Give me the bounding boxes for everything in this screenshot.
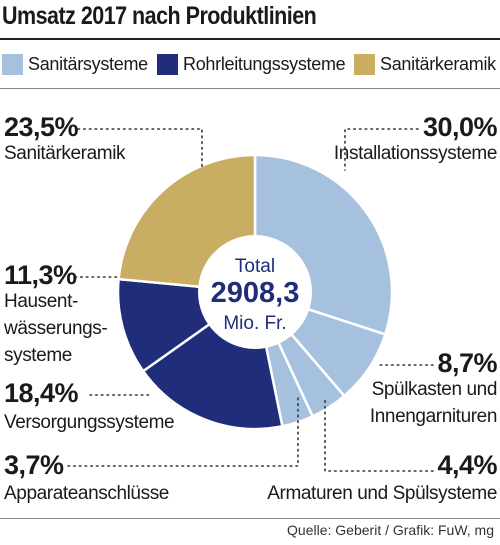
label-apparateanschluesse: Apparateanschlüsse: [4, 483, 169, 504]
pct-installationssysteme: 30,0%: [422, 112, 498, 142]
legend-divider: [0, 88, 500, 89]
pct-armaturen: 4,4%: [437, 450, 497, 480]
title-divider: [0, 38, 500, 40]
legend-label-sanitaerkeramik: Sanitärkeramik: [380, 53, 496, 74]
pct-hausentwaesserung: 11,3%: [4, 260, 77, 290]
leader-line-installationssysteme: [344, 128, 419, 171]
legend-item-sanitaerkeramik: Sanitärkeramik: [354, 51, 496, 77]
label-spuelkasten-line2: Innengarnituren: [369, 406, 498, 427]
leader-line-apparate: [67, 397, 299, 467]
legend-item-sanitaersysteme: Sanitärsysteme: [2, 51, 148, 77]
legend-label-sanitaersysteme: Sanitärsysteme: [28, 53, 148, 74]
source-note: Quelle: Geberit / Grafik: FuW, mg: [287, 522, 494, 538]
label-spuelkasten-line1: Spülkasten und: [371, 379, 498, 400]
donut-hole: [198, 235, 312, 349]
label-armaturen: Armaturen und Spülsysteme: [267, 483, 497, 504]
label-hausentwaesserung-line1: Hausent-: [4, 291, 78, 312]
pct-sanitaerkeramik: 23,5%: [4, 112, 79, 142]
center-total-unit: Mio. Fr.: [223, 313, 286, 334]
legend: Sanitärsysteme Rohrleitungssysteme Sanit…: [0, 51, 500, 77]
label-sanitaerkeramik: Sanitärkeramik: [4, 143, 126, 164]
label-hausentwaesserung-line3: systeme: [4, 345, 72, 366]
leader-line-armaturen: [324, 397, 434, 472]
pct-versorgungssysteme: 18,4%: [4, 378, 79, 408]
legend-swatch-sanitaersysteme: [2, 53, 23, 75]
chart-title: Umsatz 2017 nach Produktlinien: [2, 2, 317, 30]
center-total-value: 2908,3: [211, 277, 300, 309]
pct-apparateanschluesse: 3,7%: [4, 450, 64, 480]
footer-divider: [0, 518, 500, 519]
label-versorgungssysteme: Versorgungssysteme: [4, 412, 175, 433]
legend-item-rohrleitungssysteme: Rohrleitungssysteme: [157, 51, 346, 77]
legend-label-rohrleitungssysteme: Rohrleitungssysteme: [183, 53, 346, 74]
legend-swatch-rohrleitungssysteme: [157, 53, 178, 75]
legend-swatch-sanitaerkeramik: [354, 53, 375, 75]
pct-spuelkasten: 8,7%: [437, 348, 497, 378]
center-total-label: Total: [235, 256, 275, 277]
label-hausentwaesserung-line2: wässerungs-: [4, 318, 108, 339]
leader-line-sanitaerkeramik: [77, 128, 203, 171]
label-installationssysteme: Installationssysteme: [333, 143, 497, 164]
